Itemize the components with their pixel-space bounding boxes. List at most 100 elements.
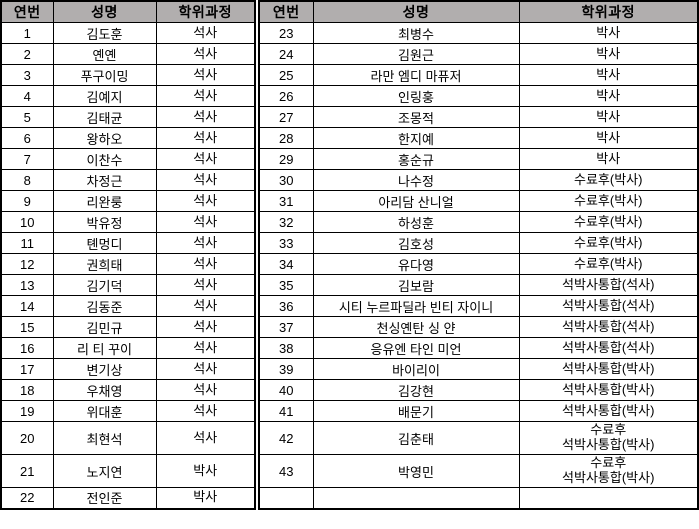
cell-name <box>312 487 520 509</box>
table-row: 39 바이리이 석박사통합(박사) <box>258 358 699 380</box>
header-row: 연번 성명 학위과정 <box>258 0 699 23</box>
cell-no: 38 <box>258 337 314 359</box>
cell-no: 39 <box>258 358 314 380</box>
cell-name: 리완룽 <box>52 190 157 212</box>
cell-no: 22 <box>0 487 54 509</box>
cell-no: 1 <box>0 22 54 44</box>
cell-degree: 석박사통합(박사) <box>518 358 699 380</box>
table-row: 13 김기덕 석사 <box>0 274 256 296</box>
table-row: 9 리완룽 석사 <box>0 190 256 212</box>
cell-name: 김동준 <box>52 295 157 317</box>
cell-degree: 박사 <box>518 148 699 170</box>
cell-no: 31 <box>258 190 314 212</box>
cell-degree: 석박사통합(석사) <box>518 274 699 296</box>
cell-name: 김원근 <box>312 43 520 65</box>
cell-degree: 수료후(박사) <box>518 253 699 275</box>
cell-name: 김강현 <box>312 379 520 401</box>
header-no: 연번 <box>258 0 314 23</box>
table-row: 14 김동준 석사 <box>0 295 256 317</box>
cell-name: 천싱옌탄 싱 얀 <box>312 316 520 338</box>
cell-name: 김춘태 <box>312 421 520 455</box>
cell-no: 2 <box>0 43 54 65</box>
cell-degree: 박사 <box>518 64 699 86</box>
cell-degree: 박사 <box>518 106 699 128</box>
cell-name: 톈멍디 <box>52 232 157 254</box>
table-row: 36 시티 누르파딜라 빈티 자이니 석박사통합(석사) <box>258 295 699 317</box>
cell-degree: 수료후 석박사통합(박사) <box>518 454 699 488</box>
header-degree: 학위과정 <box>518 0 699 23</box>
cell-degree: 석사 <box>155 211 256 233</box>
table-row: 32 하성훈 수료후(박사) <box>258 211 699 233</box>
cell-degree: 석사 <box>155 64 256 86</box>
cell-name: 노지연 <box>52 454 157 488</box>
table-row: 42 김춘태 수료후 석박사통합(박사) <box>258 421 699 455</box>
cell-name: 옌옌 <box>52 43 157 65</box>
cell-name: 하성훈 <box>312 211 520 233</box>
table-row: 12 권희태 석사 <box>0 253 256 275</box>
roster-table-right: 연번 성명 학위과정 23 최병수 박사 24 김원근 박사 25 라만 엠디 마퓨저 박사 26… <box>258 0 699 510</box>
cell-no: 25 <box>258 64 314 86</box>
cell-name: 김민규 <box>52 316 157 338</box>
table-row: 40 김강현 석박사통합(박사) <box>258 379 699 401</box>
cell-degree: 석사 <box>155 400 256 422</box>
cell-no: 20 <box>0 421 54 455</box>
cell-no: 4 <box>0 85 54 107</box>
cell-degree: 석사 <box>155 127 256 149</box>
cell-degree: 석사 <box>155 85 256 107</box>
cell-no: 6 <box>0 127 54 149</box>
table-row <box>258 487 699 509</box>
cell-name: 응유엔 타인 미언 <box>312 337 520 359</box>
cell-name: 김호성 <box>312 232 520 254</box>
cell-degree: 박사 <box>155 454 256 488</box>
table-row: 2 옌옌 석사 <box>0 43 256 65</box>
cell-degree: 석사 <box>155 316 256 338</box>
cell-degree <box>518 487 699 509</box>
cell-no: 36 <box>258 295 314 317</box>
header-no: 연번 <box>0 0 54 23</box>
cell-degree: 석박사통합(박사) <box>518 400 699 422</box>
cell-no: 17 <box>0 358 54 380</box>
cell-no: 10 <box>0 211 54 233</box>
cell-degree: 석박사통합(석사) <box>518 337 699 359</box>
cell-name: 김예지 <box>52 85 157 107</box>
table-row: 8 차정근 석사 <box>0 169 256 191</box>
cell-name: 조몽적 <box>312 106 520 128</box>
cell-no: 13 <box>0 274 54 296</box>
cell-degree: 박사 <box>518 127 699 149</box>
cell-no: 9 <box>0 190 54 212</box>
table-row: 35 김보람 석박사통합(석사) <box>258 274 699 296</box>
cell-no: 35 <box>258 274 314 296</box>
cell-no: 32 <box>258 211 314 233</box>
cell-name: 위대훈 <box>52 400 157 422</box>
cell-no: 34 <box>258 253 314 275</box>
cell-degree: 수료후(박사) <box>518 232 699 254</box>
table-row: 31 아리담 산니얼 수료후(박사) <box>258 190 699 212</box>
cell-no: 26 <box>258 85 314 107</box>
cell-name: 인링훙 <box>312 85 520 107</box>
cell-name: 박영민 <box>312 454 520 488</box>
cell-no: 28 <box>258 127 314 149</box>
cell-name: 차정근 <box>52 169 157 191</box>
cell-name: 배문기 <box>312 400 520 422</box>
cell-name: 김보람 <box>312 274 520 296</box>
cell-no: 7 <box>0 148 54 170</box>
roster-table-left: 연번 성명 학위과정 1 김도훈 석사 2 옌옌 석사 3 푸구이밍 석사 4 김예지 석사 5 김태균 석… <box>0 0 256 510</box>
cell-degree: 수료후(박사) <box>518 169 699 191</box>
header-degree: 학위과정 <box>155 0 256 23</box>
cell-name: 푸구이밍 <box>52 64 157 86</box>
cell-no: 5 <box>0 106 54 128</box>
cell-no: 40 <box>258 379 314 401</box>
table-row: 16 리 티 꾸이 석사 <box>0 337 256 359</box>
cell-degree: 석박사통합(석사) <box>518 295 699 317</box>
table-row: 19 위대훈 석사 <box>0 400 256 422</box>
cell-no: 23 <box>258 22 314 44</box>
cell-degree: 석사 <box>155 43 256 65</box>
cell-degree: 수료후(박사) <box>518 190 699 212</box>
cell-no: 8 <box>0 169 54 191</box>
table-row: 37 천싱옌탄 싱 얀 석박사통합(석사) <box>258 316 699 338</box>
cell-name: 김도훈 <box>52 22 157 44</box>
cell-name: 박유정 <box>52 211 157 233</box>
cell-degree: 석사 <box>155 169 256 191</box>
cell-name: 이찬수 <box>52 148 157 170</box>
cell-name: 권희태 <box>52 253 157 275</box>
